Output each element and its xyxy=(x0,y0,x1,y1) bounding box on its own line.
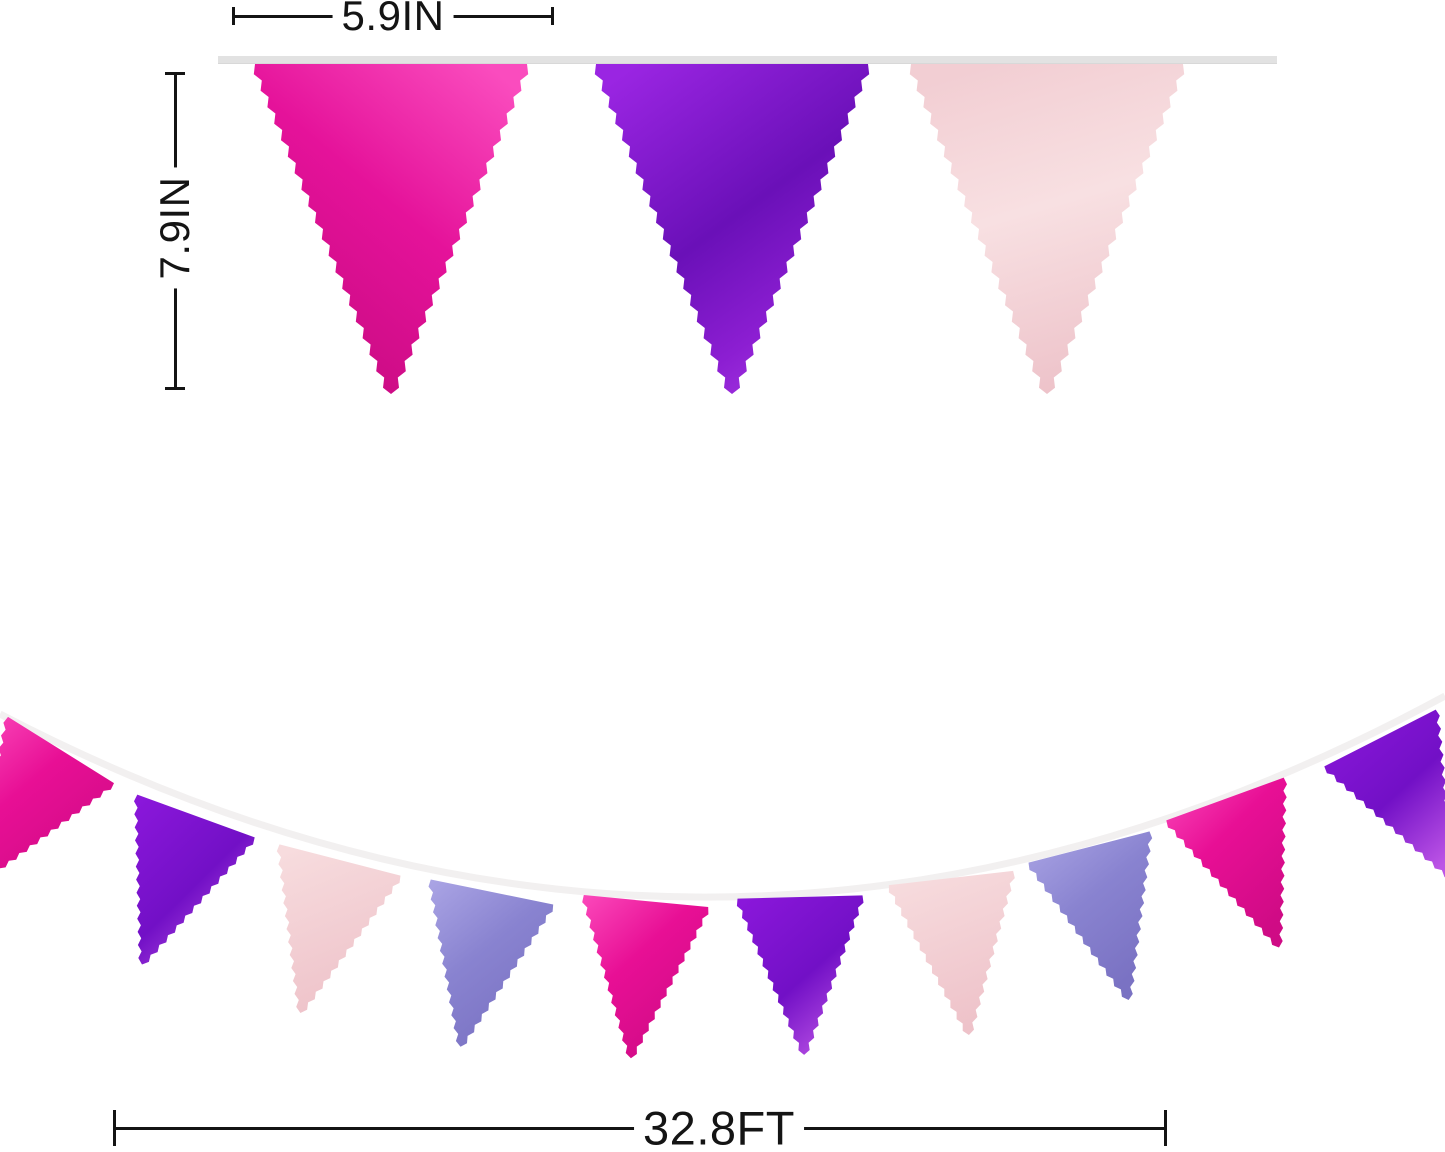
banner-string-tape xyxy=(218,56,1277,64)
garland-flag-8 xyxy=(1028,831,1153,1000)
banner-length-label: 32.8FT xyxy=(634,1104,804,1152)
flag-height-dimension: 7.9IN xyxy=(151,72,198,390)
flag-height-label: 7.9IN xyxy=(151,167,198,289)
banner-length-dimension: 32.8FT xyxy=(113,1104,1167,1152)
garland-flag-10 xyxy=(1324,709,1445,878)
garland-flag-9 xyxy=(1166,777,1287,948)
dimension-tick-right xyxy=(551,7,554,25)
dimension-tick-right xyxy=(1164,1110,1167,1146)
garland-flag-3 xyxy=(276,844,401,1013)
garland-string xyxy=(0,692,1445,901)
garland-flag-7 xyxy=(888,870,1015,1035)
flag-width-dimension: 5.9IN xyxy=(232,0,554,37)
garland-flag-4 xyxy=(428,879,554,1047)
dimension-tick-bottom xyxy=(165,387,185,390)
flag-width-label: 5.9IN xyxy=(332,0,454,37)
top-flag-2 xyxy=(594,64,870,394)
garland-flag-6 xyxy=(736,895,864,1055)
garland-flag-1 xyxy=(0,716,114,869)
garland-flag-2 xyxy=(134,794,255,965)
garland-flag-5 xyxy=(582,895,709,1059)
top-flag-1 xyxy=(253,64,529,394)
top-flag-3 xyxy=(909,64,1185,394)
